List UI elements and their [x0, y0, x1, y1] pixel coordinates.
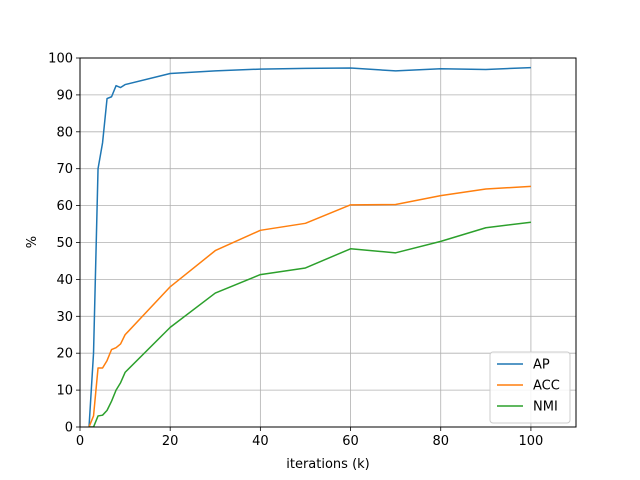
y-tick-label: 20: [56, 347, 73, 362]
x-axis-label: iterations (k): [286, 457, 370, 472]
x-tick-label: 0: [76, 434, 84, 449]
y-tick-label: 30: [56, 310, 73, 325]
legend-label-nmi: NMI: [533, 400, 558, 415]
y-axis-ticks: 0 10 20 30 40 50 60 70 80 90 100: [48, 52, 80, 436]
y-tick-label: 90: [56, 88, 73, 103]
y-tick-label: 50: [56, 236, 73, 251]
series-line-nmi: [89, 221, 532, 427]
y-axis-label: %: [25, 236, 40, 248]
x-tick-label: 40: [252, 434, 269, 449]
legend-label-acc: ACC: [533, 379, 560, 394]
y-tick-label: 10: [56, 384, 73, 399]
x-axis-ticks: 0 20 40 60 80 100: [76, 427, 543, 449]
y-tick-label: 70: [56, 162, 73, 177]
y-tick-label: 0: [65, 421, 73, 436]
x-tick-label: 20: [162, 434, 179, 449]
series-line-ap: [88, 66, 531, 427]
x-tick-label: 80: [432, 434, 449, 449]
series-line-acc: [88, 185, 531, 427]
legend: AP ACC NMI: [489, 351, 571, 424]
y-tick-label: 100: [48, 52, 73, 67]
legend-label-ap: AP: [533, 358, 550, 373]
y-tick-label: 40: [56, 273, 73, 288]
y-tick-label: 80: [56, 125, 73, 140]
y-tick-label: 60: [56, 199, 73, 214]
x-tick-label: 100: [518, 434, 543, 449]
series-lines: [88, 66, 532, 427]
x-tick-label: 60: [342, 434, 359, 449]
